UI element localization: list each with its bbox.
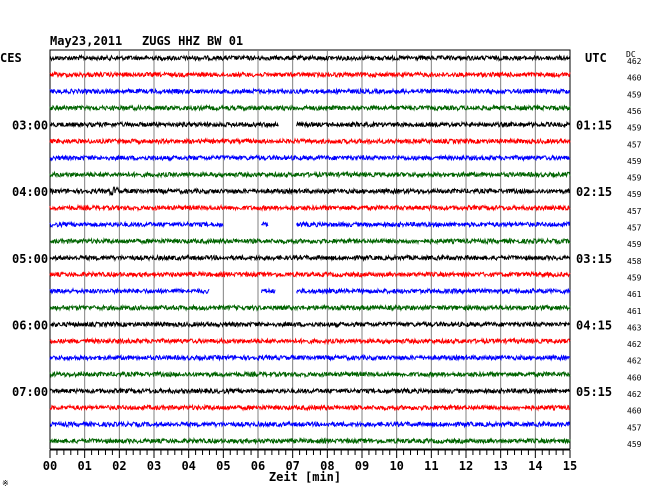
plot-frame xyxy=(49,49,571,450)
trace-line-12 xyxy=(49,237,571,246)
dc-offset-label: 462 xyxy=(627,357,642,366)
trace-line-7 xyxy=(49,154,571,162)
trace-line-24 xyxy=(49,436,571,445)
dc-offset-label: 457 xyxy=(627,224,642,233)
dc-offset-label: 463 xyxy=(627,323,642,332)
dc-offset-label: 461 xyxy=(627,307,642,316)
trace-line-6 xyxy=(49,137,571,146)
x-tick-label: 00 xyxy=(43,459,57,473)
x-tick-label: 07 xyxy=(285,459,299,473)
x-tick-label: 04 xyxy=(181,459,195,473)
trace-line-9 xyxy=(49,186,571,197)
dc-offset-label: 459 xyxy=(627,190,642,199)
grid-layer xyxy=(49,49,571,450)
x-tick-label: 14 xyxy=(528,459,542,473)
dc-offset-label: 459 xyxy=(627,273,642,282)
x-tick-label: 05 xyxy=(216,459,230,473)
trace-line-4 xyxy=(49,103,571,112)
x-tick-label: 11 xyxy=(424,459,438,473)
x-axis: 00 01 02 03 04 05 06 07 08 09 10 11 12 13 14 15 xyxy=(43,449,577,473)
x-tick-label: 10 xyxy=(389,459,403,473)
trace-line-14 xyxy=(49,270,571,279)
dc-offset-label: 457 xyxy=(627,140,642,149)
trace-line-19 xyxy=(49,353,571,362)
x-tick-label: 08 xyxy=(320,459,334,473)
right-time-label: 03:15 xyxy=(576,252,612,266)
x-tick-label: 15 xyxy=(563,459,577,473)
dc-offset-label: 459 xyxy=(627,440,642,449)
dc-offset-label: 459 xyxy=(627,157,642,166)
x-tick-label: 02 xyxy=(112,459,126,473)
dc-offset-label: 460 xyxy=(627,407,642,416)
dc-offset-label: 459 xyxy=(627,174,642,183)
trace-line-10 xyxy=(49,203,571,212)
right-time-label: 01:15 xyxy=(576,119,612,133)
dc-offset-label: 461 xyxy=(627,290,642,299)
plot-station: ZUGS HHZ BW 01 xyxy=(142,34,243,48)
trace-line-3 xyxy=(49,87,570,96)
right-time-label: 05:15 xyxy=(576,385,612,399)
dc-offset-label: 458 xyxy=(627,257,642,266)
trace-line-22 xyxy=(49,403,571,412)
x-tick-label: 12 xyxy=(459,459,473,473)
traces-layer xyxy=(49,53,571,445)
trace-line-8 xyxy=(49,170,571,179)
dc-offset-label: 459 xyxy=(627,90,642,99)
trace-line-17 xyxy=(49,320,571,329)
x-tick-label: 06 xyxy=(251,459,265,473)
x-tick-label: 13 xyxy=(493,459,507,473)
trace-line-1 xyxy=(49,53,571,62)
dc-label: DC xyxy=(626,50,636,59)
trace-line-20 xyxy=(49,370,571,379)
dc-offset-label: 456 xyxy=(627,107,642,116)
left-time-label: 04:00 xyxy=(12,185,48,199)
trace-line-23 xyxy=(49,420,571,429)
dc-offset-label: 462 xyxy=(627,57,642,66)
right-time-label: 02:15 xyxy=(576,185,612,199)
labels-layer: 462 460 459 456 459 457 459 459 459 457 457 459 458 4… xyxy=(12,57,642,449)
trace-line-16 xyxy=(49,303,571,312)
x-tick-label: 09 xyxy=(355,459,369,473)
footer-mark: ※ xyxy=(2,479,9,488)
trace-line-11 xyxy=(49,220,571,229)
left-time-label: 03:00 xyxy=(12,119,48,133)
trace-line-5 xyxy=(49,120,571,129)
dc-offset-label: 462 xyxy=(627,390,642,399)
trace-line-2 xyxy=(49,70,571,79)
x-tick-label: 01 xyxy=(77,459,91,473)
x-tick-label: 03 xyxy=(147,459,161,473)
left-zone-label: CES xyxy=(0,51,22,65)
dc-offset-label: 459 xyxy=(627,240,642,249)
x-axis-title: Zeit [min] xyxy=(269,470,341,484)
left-time-label: 06:00 xyxy=(12,318,48,332)
trace-line-18 xyxy=(49,336,571,346)
right-time-label: 04:15 xyxy=(576,318,612,332)
dc-offset-label: 460 xyxy=(627,74,642,83)
dc-offset-label: 457 xyxy=(627,207,642,216)
plot-date: May23,2011 xyxy=(50,34,122,48)
dc-offset-label: 457 xyxy=(627,423,642,432)
dc-offset-label: 460 xyxy=(627,373,642,382)
trace-line-13 xyxy=(49,253,571,262)
dc-offset-label: 462 xyxy=(627,340,642,349)
trace-line-15 xyxy=(49,287,571,296)
right-zone-label: UTC xyxy=(585,51,607,65)
trace-line-21 xyxy=(49,386,571,395)
left-time-label: 05:00 xyxy=(12,252,48,266)
left-time-label: 07:00 xyxy=(12,385,48,399)
dc-offset-label: 459 xyxy=(627,124,642,133)
